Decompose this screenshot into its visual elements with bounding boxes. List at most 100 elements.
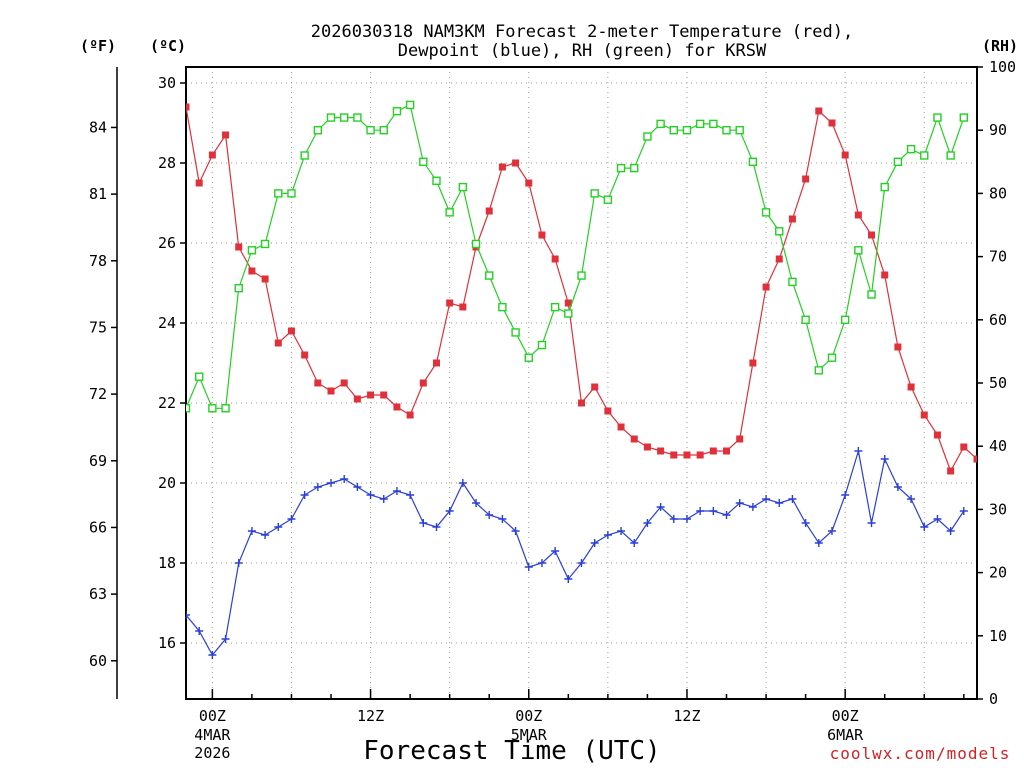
celsius-unit-label: (ºC)	[150, 37, 186, 55]
rh-point	[247, 246, 257, 255]
2-meter-temperature-point	[538, 231, 546, 239]
rh-point	[867, 290, 876, 299]
2-meter-temperature-point	[591, 383, 599, 391]
2-meter-temperature-point	[208, 151, 216, 159]
rh-tick-label: 90	[989, 121, 1007, 139]
rh-point	[485, 271, 494, 280]
dewpoint-point	[511, 527, 520, 535]
rh-point	[669, 125, 678, 135]
dewpoint-point	[524, 563, 533, 571]
2-meter-temperature-point	[261, 275, 269, 283]
rh-point	[511, 328, 520, 337]
rh-point	[893, 157, 903, 167]
rh-point	[260, 239, 270, 249]
dewpoint-point	[564, 575, 573, 583]
2-meter-temperature-point	[657, 447, 665, 455]
2-meter-temperature-point	[604, 407, 612, 415]
dewpoint-point	[630, 539, 639, 547]
dewpoint-point	[472, 499, 481, 507]
rh-tick-label: 70	[989, 248, 1007, 266]
2-meter-temperature-point	[222, 131, 230, 139]
gridlines	[186, 67, 977, 699]
rh-unit-label: (RH)	[982, 37, 1018, 55]
2-meter-temperature-point	[380, 391, 388, 399]
2-meter-temperature-point	[498, 163, 506, 171]
dewpoint-point	[854, 447, 863, 455]
rh-point	[186, 404, 191, 413]
2-meter-temperature-point	[920, 411, 928, 419]
2-meter-temperature-point	[512, 159, 520, 167]
2-meter-temperature-point	[868, 231, 876, 239]
rh-point	[353, 113, 362, 122]
fahrenheit-tick-label: 78	[89, 252, 107, 270]
celsius-tick-label: 20	[158, 474, 176, 492]
2-meter-temperature-point	[947, 467, 955, 475]
rh-point	[194, 372, 204, 381]
dewpoint-point	[696, 507, 705, 515]
celsius-tick-label: 22	[158, 394, 176, 412]
rh-point	[959, 113, 969, 122]
2-meter-temperature-point	[749, 359, 757, 367]
2-meter-temperature-point	[235, 243, 243, 251]
x-tick-label: 12Z	[357, 707, 384, 725]
plot-frame	[185, 66, 978, 700]
x-tick-label: 00Z	[515, 707, 542, 725]
dewpoint-point	[261, 531, 270, 539]
rh-point	[840, 315, 850, 324]
dewpoint-point	[907, 495, 916, 503]
dewpoint-point	[735, 499, 744, 507]
rh-point	[735, 125, 744, 135]
rh-tick-label: 50	[989, 374, 1007, 392]
2-meter-temperature-point	[933, 431, 941, 439]
celsius-tick-label: 24	[158, 314, 176, 332]
2-meter-temperature-line	[186, 106, 977, 473]
rh-point	[300, 151, 309, 160]
fahrenheit-tick-label: 72	[89, 385, 107, 403]
2-meter-temperature-point	[195, 179, 203, 187]
rh-tick-label: 30	[989, 500, 1007, 518]
fahrenheit-unit-label: (ºF)	[80, 37, 116, 55]
2-meter-temperature-point	[274, 339, 282, 347]
rh-point	[643, 132, 652, 141]
2-meter-temperature-point	[367, 391, 375, 399]
2-meter-temperature-point	[459, 303, 467, 311]
rh-point	[722, 125, 731, 135]
2-meter-temperature-point	[525, 179, 533, 187]
2-meter-temperature-point	[828, 119, 836, 127]
dewpoint-point	[827, 527, 836, 535]
2-meter-temperature-point	[564, 299, 572, 307]
rh-point	[709, 119, 718, 129]
chart-title-line-1: 2026030318 NAM3KM Forecast 2-meter Tempe…	[311, 22, 853, 42]
dewpoint-point	[841, 491, 850, 499]
2-meter-temperature-point	[327, 387, 335, 395]
2-meter-temperature-point	[617, 423, 625, 431]
rh-point	[695, 119, 705, 129]
x-tick-date-label: 4MAR	[194, 726, 231, 744]
fahrenheit-tick-label: 81	[89, 185, 107, 203]
2-meter-temperature-point	[762, 283, 770, 291]
2-meter-temperature-point	[353, 395, 361, 403]
dewpoint-point	[186, 611, 190, 619]
dewpoint-point	[234, 559, 243, 567]
dewpoint-point	[353, 483, 362, 491]
dewpoint-point	[814, 539, 823, 547]
dewpoint-point	[762, 495, 771, 503]
dewpoint-point	[577, 559, 586, 567]
celsius-tick-label: 16	[158, 634, 176, 652]
rh-point	[208, 404, 217, 413]
rh-tick-label: 80	[989, 184, 1007, 202]
dewpoint-point	[445, 507, 454, 515]
2-meter-temperature-point	[788, 215, 796, 223]
2-meter-temperature-point	[709, 447, 717, 455]
2-meter-temperature-series	[186, 103, 977, 475]
2-meter-temperature-point	[578, 399, 585, 407]
2-meter-temperature-point	[670, 451, 678, 459]
rh-point	[366, 125, 375, 135]
rh-point	[445, 208, 454, 217]
dewpoint-point	[340, 475, 349, 483]
rh-point	[933, 113, 942, 122]
rh-tick-label: 100	[989, 58, 1016, 76]
rh-tick-label: 0	[989, 690, 998, 708]
dewpoint-point	[551, 547, 560, 555]
rh-point	[326, 113, 336, 122]
